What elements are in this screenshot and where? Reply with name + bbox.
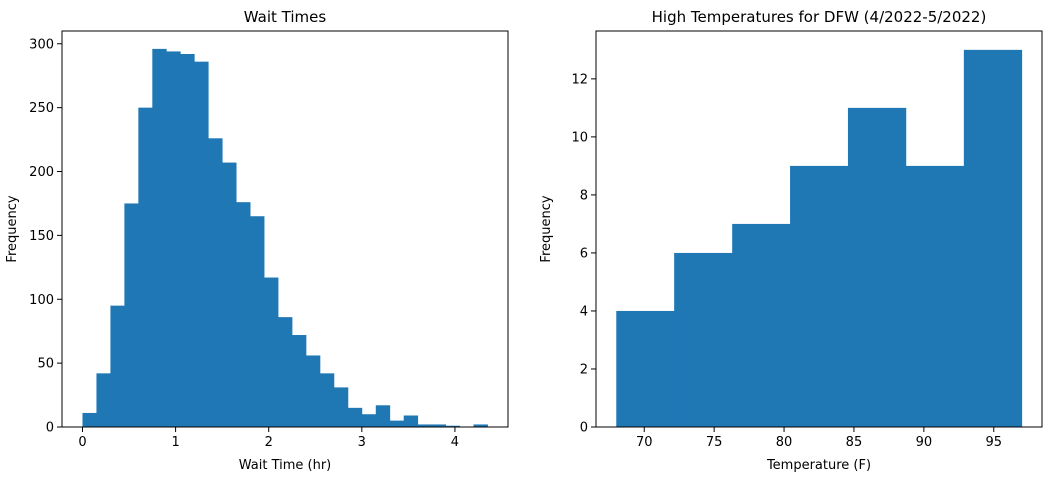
y-tick-label: 8 (580, 188, 588, 203)
histogram-bar (222, 162, 237, 427)
histogram-bar (208, 138, 223, 427)
chart-panel-2: 70 75 80 85 90 95 0 2 4 6 8 10 12 High Temperatures f… (539, 8, 1043, 473)
histogram-bar (389, 420, 405, 427)
histogram-bar (278, 317, 293, 427)
y-tick-label: 6 (580, 246, 588, 261)
y-tick-label: 0 (580, 421, 588, 436)
histogram-bar (180, 53, 195, 427)
histogram-bar (417, 424, 433, 427)
histogram-bar (291, 335, 307, 427)
y-tick-label: 12 (571, 72, 588, 87)
y-tick-label: 10 (571, 130, 588, 145)
y-tick-label: 150 (29, 229, 54, 244)
histogram-bar (250, 216, 265, 427)
histogram-bar (82, 412, 97, 427)
y-tick-label: 250 (29, 101, 54, 116)
y-tick-label: 2 (580, 362, 588, 377)
y-tick-label: 200 (29, 165, 54, 180)
histogram-bar (194, 61, 209, 427)
histogram-bar (674, 252, 733, 427)
histogram-bar (110, 305, 125, 427)
histogram-bar (138, 107, 153, 427)
histogram-bar (473, 424, 488, 427)
x-tick-label: 85 (846, 435, 863, 450)
y-axis-label: Frequency (539, 195, 554, 262)
x-axis-label: Wait Time (hr) (239, 458, 332, 473)
axes-frame (61, 30, 509, 428)
histogram-bar (333, 387, 349, 427)
chart-panel-1: 0 1 2 3 4 0 50 100 150 200 250 300 Wait Times Wait Ti… (5, 8, 509, 473)
x-tick-label: 70 (636, 435, 653, 450)
histogram-bar (152, 48, 167, 427)
histogram-bar (790, 165, 849, 427)
histogram-bars (616, 49, 1023, 427)
histogram-bar (403, 415, 419, 427)
histogram-bar (445, 425, 460, 427)
y-tick-label: 300 (29, 37, 54, 52)
x-tick-label: 0 (78, 435, 86, 450)
y-axis-label: Frequency (5, 195, 20, 262)
histogram-bar (96, 373, 111, 427)
histogram-bar (124, 203, 139, 427)
x-tick-label: 3 (358, 435, 366, 450)
x-tick-label: 1 (171, 435, 179, 450)
x-tick-label: 4 (451, 435, 459, 450)
y-tick-label: 0 (46, 421, 54, 436)
y-tick-label: 4 (580, 304, 588, 319)
x-tick-label: 80 (776, 435, 793, 450)
histogram-bars (82, 48, 488, 427)
histogram-bar (361, 414, 377, 427)
histogram-bar (264, 277, 279, 427)
histogram-bar (905, 165, 965, 427)
histogram-bar (319, 373, 335, 427)
histogram-bar (963, 49, 1023, 427)
y-tick-label: 50 (37, 357, 54, 372)
x-tick-label: 95 (985, 435, 1002, 450)
histogram-bar (847, 107, 907, 427)
histogram-bar (347, 407, 363, 427)
x-axis-label: Temperature (F) (766, 458, 871, 473)
y-tick-label: 100 (29, 293, 54, 308)
x-tick-label: 2 (265, 435, 273, 450)
chart-title: Wait Times (244, 8, 327, 26)
x-tick-label: 90 (916, 435, 933, 450)
histogram-bar (236, 202, 251, 427)
chart-title: High Temperatures for DFW (4/2022-5/2022… (652, 8, 987, 26)
histogram-bar (166, 51, 181, 427)
histogram-bar (616, 310, 675, 427)
x-tick-label: 75 (706, 435, 723, 450)
histogram-bar (375, 405, 391, 427)
histogram-bar (431, 424, 447, 427)
histogram-bar (305, 355, 321, 427)
histogram-bar (732, 223, 791, 427)
axes-frame (595, 30, 1043, 428)
